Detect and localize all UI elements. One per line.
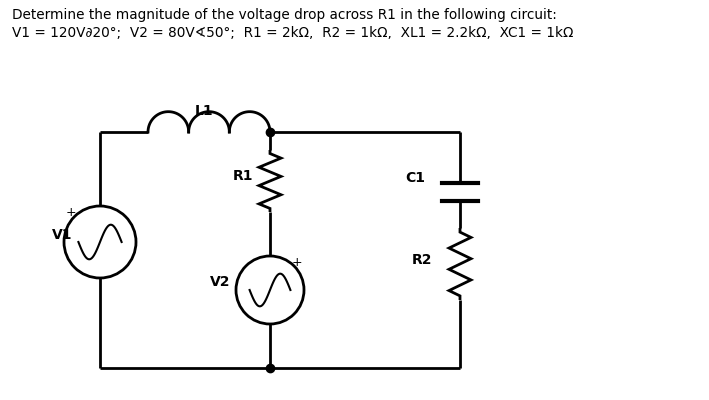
Text: C1: C1	[405, 171, 425, 185]
Text: R2: R2	[411, 253, 432, 267]
Text: +: +	[66, 206, 77, 220]
Text: L1: L1	[195, 104, 213, 118]
Text: R1: R1	[233, 169, 253, 183]
Text: V1 = 120V∂20°;  V2 = 80V∢50°;  R1 = 2kΩ,  R2 = 1kΩ,  XL1 = 2.2kΩ,  XC1 = 1kΩ: V1 = 120V∂20°; V2 = 80V∢50°; R1 = 2kΩ, R…	[12, 26, 574, 40]
Text: V1: V1	[52, 228, 72, 242]
Text: +: +	[291, 256, 302, 270]
Text: Determine the magnitude of the voltage drop across R1 in the following circuit:: Determine the magnitude of the voltage d…	[12, 8, 557, 22]
Text: V2: V2	[209, 275, 230, 289]
